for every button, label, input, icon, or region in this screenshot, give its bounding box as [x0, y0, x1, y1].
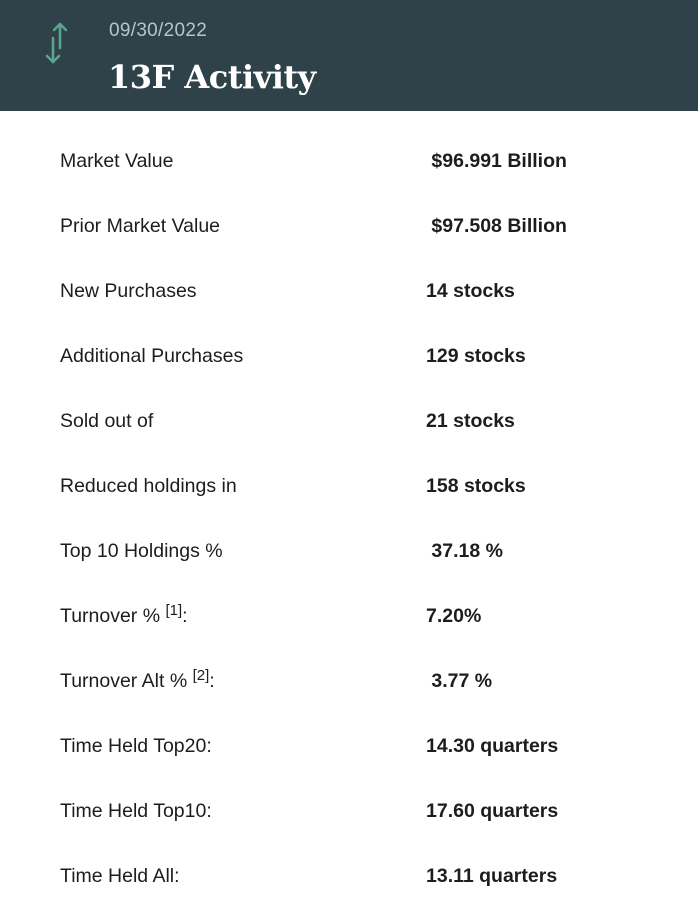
footnote-link-1[interactable]: [1] [165, 602, 183, 619]
row-top10-holdings: Top 10 Holdings % 37.18 % [0, 520, 698, 585]
value-time-held-top10: 17.60 quarters [426, 800, 559, 822]
value-prior-market-value: $97.508 Billion [426, 215, 567, 237]
value-new-purchases: 14 stocks [426, 280, 515, 302]
row-time-held-top20: Time Held Top20: 14.30 quarters [0, 715, 698, 780]
row-new-purchases: New Purchases 14 stocks [0, 260, 698, 325]
label-market-value: Market Value [60, 150, 174, 172]
label-additional-purchases: Additional Purchases [60, 345, 244, 367]
row-prior-market-value: Prior Market Value $97.508 Billion [0, 195, 698, 260]
label-time-held-top10: Time Held Top10: [60, 800, 212, 822]
header-bar: 09/30/2022 13F Activity [0, 0, 698, 111]
label-reduced-holdings: Reduced holdings in [60, 475, 237, 497]
row-turnover-alt: Turnover Alt % [2]: 3.77 % [0, 650, 698, 715]
page-title: 13F Activity [108, 58, 316, 96]
label-turnover-alt: Turnover Alt % [2]: [60, 667, 215, 692]
value-additional-purchases: 129 stocks [426, 345, 526, 367]
label-sold-out-of: Sold out of [60, 410, 154, 432]
value-turnover-alt: 3.77 % [426, 670, 493, 692]
value-sold-out-of: 21 stocks [426, 410, 515, 432]
value-reduced-holdings: 158 stocks [426, 475, 526, 497]
report-date: 09/30/2022 [109, 20, 208, 41]
footnote-link-2[interactable]: [2] [192, 667, 210, 684]
value-top10-holdings: 37.18 % [426, 540, 503, 562]
label-time-held-all: Time Held All: [60, 865, 180, 887]
row-time-held-top10: Time Held Top10: 17.60 quarters [0, 780, 698, 845]
value-time-held-all: 13.11 quarters [426, 865, 558, 887]
row-reduced-holdings: Reduced holdings in 158 stocks [0, 455, 698, 520]
value-time-held-top20: 14.30 quarters [426, 735, 559, 757]
row-additional-purchases: Additional Purchases 129 stocks [0, 325, 698, 390]
value-turnover: 7.20% [426, 605, 482, 627]
label-time-held-top20: Time Held Top20: [60, 735, 212, 757]
label-top10-holdings: Top 10 Holdings % [60, 540, 223, 562]
label-turnover: Turnover % [1]: [60, 602, 188, 627]
label-prior-market-value: Prior Market Value [60, 215, 221, 237]
value-market-value: $96.991 Billion [426, 150, 567, 172]
activity-table: Market Value $96.991 Billion Prior Marke… [0, 130, 698, 910]
row-market-value: Market Value $96.991 Billion [0, 130, 698, 195]
label-new-purchases: New Purchases [60, 280, 197, 302]
row-turnover: Turnover % [1]: 7.20% [0, 585, 698, 650]
row-time-held-all: Time Held All: 13.11 quarters [0, 845, 698, 910]
vertical-arrows-icon [45, 22, 68, 64]
row-sold-out-of: Sold out of 21 stocks [0, 390, 698, 455]
